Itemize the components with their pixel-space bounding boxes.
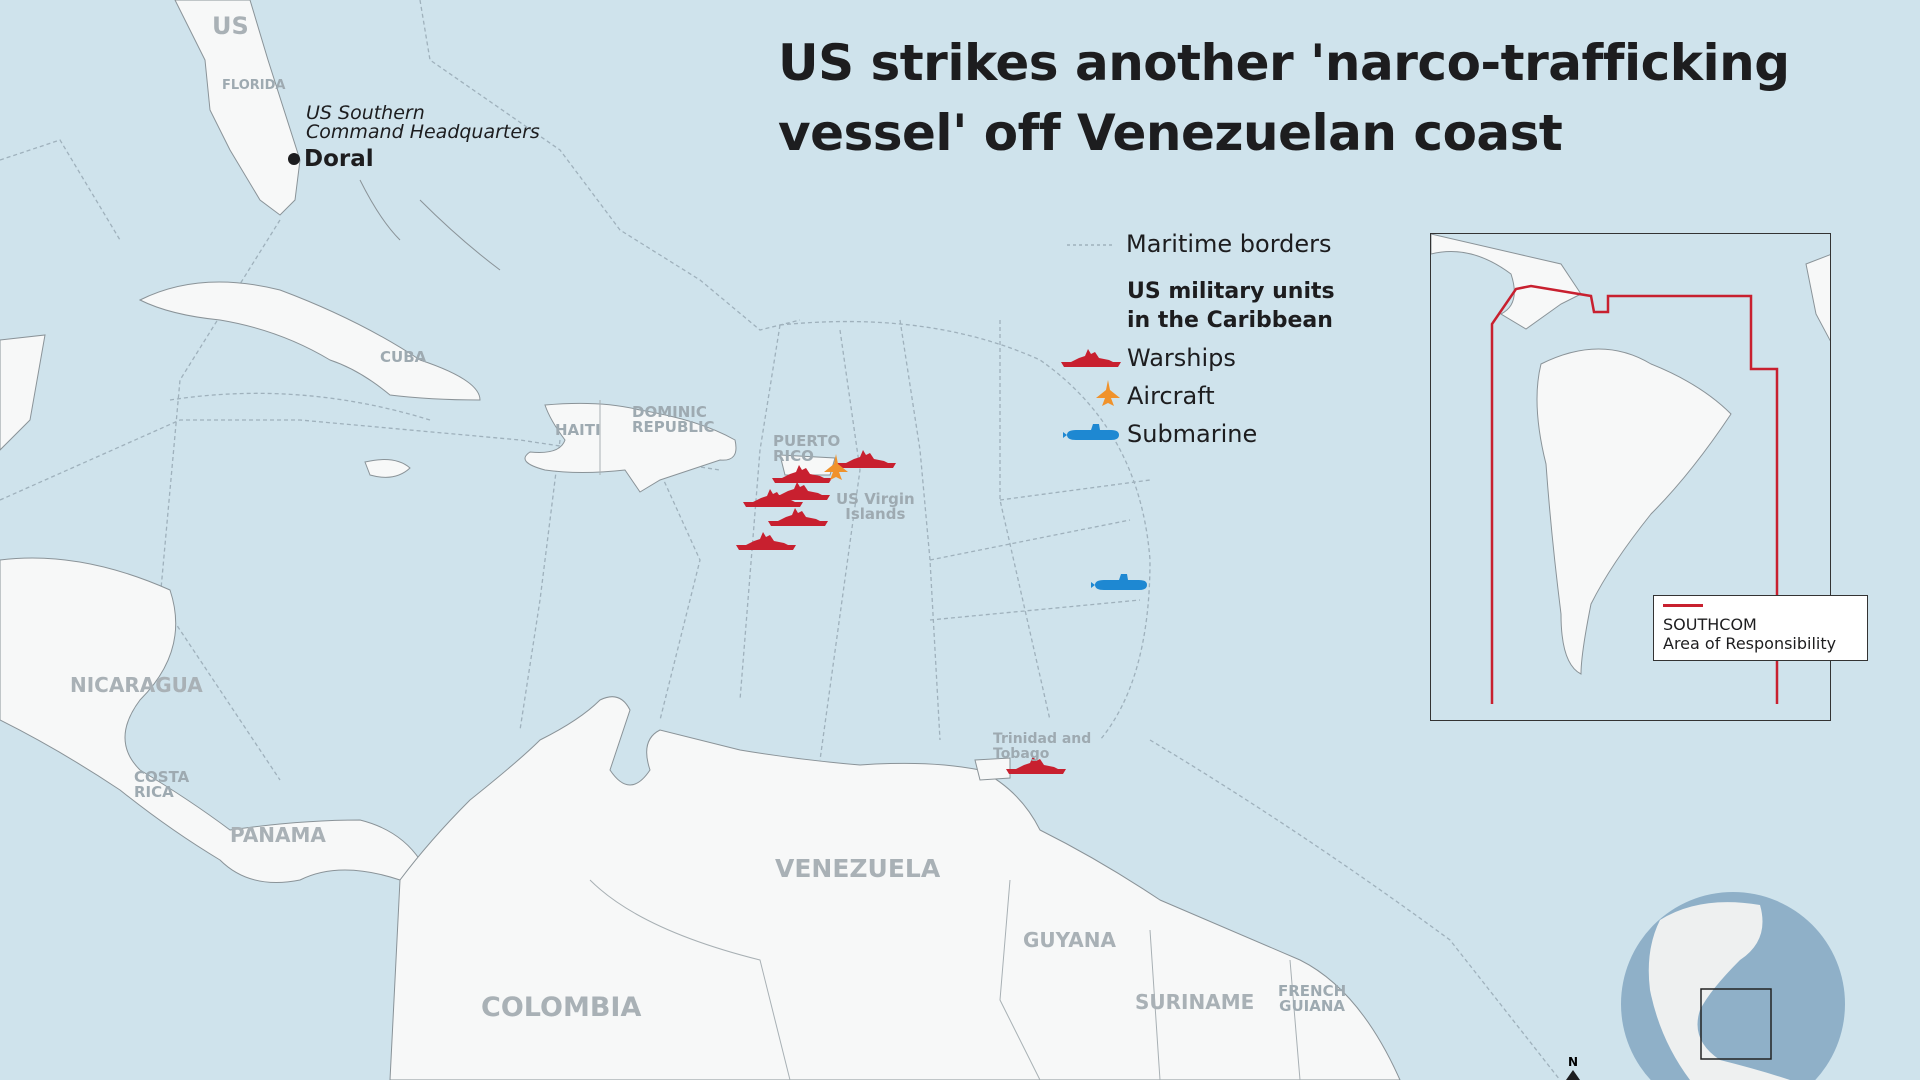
label-haiti: HAITI — [555, 421, 601, 439]
puerto-rico — [779, 454, 836, 476]
inset-legend-line: Area of Responsibility — [1663, 634, 1837, 653]
south-america — [389, 696, 1401, 1080]
label-us: US — [212, 12, 249, 40]
label-line: RICA — [134, 783, 174, 801]
label-line: GUIANA — [1279, 997, 1346, 1015]
inset-svg — [1431, 234, 1830, 704]
jamaica — [364, 459, 411, 478]
label-line: RICO — [773, 447, 814, 465]
legend-maritime-borders: Maritime borders — [1126, 230, 1332, 258]
submarines-layer — [1091, 574, 1147, 590]
globe — [1621, 892, 1845, 1080]
label-nicaragua: NICARAGUA — [70, 673, 203, 697]
label-puerto-rico: PUERTO RICO — [773, 434, 840, 464]
central-america — [0, 557, 421, 883]
aircraft-icon — [824, 454, 848, 480]
label-line: FRENCH — [1278, 982, 1347, 1000]
legend-heading-line: in the Caribbean — [1127, 308, 1333, 333]
hq-line: US Southern — [306, 102, 425, 124]
label-dominican-republic: DOMINIC REPUBLIC — [632, 405, 715, 435]
map-title: US strikes another 'narco-trafficking ve… — [778, 28, 1790, 168]
label-line: DOMINIC — [632, 403, 707, 421]
title-line-2: vessel' off Venezuelan coast — [778, 104, 1563, 162]
doral-label: Doral — [304, 146, 374, 172]
submarine-legend-icon — [1063, 424, 1119, 440]
doral-dot — [288, 153, 300, 165]
globe-extent-box — [1700, 988, 1772, 1060]
doral-marker — [288, 153, 300, 165]
hq-line: Command Headquarters — [306, 121, 540, 143]
legend-warships: Warships — [1127, 344, 1236, 372]
label-colombia: COLOMBIA — [481, 992, 642, 1023]
label-line: Tobago — [993, 746, 1050, 762]
aircraft-layer — [824, 454, 848, 480]
label-venezuela: VENEZUELA — [775, 854, 941, 883]
hq-label: US Southern Command Headquarters — [306, 104, 540, 142]
legend-heading-line: US military units — [1127, 279, 1335, 304]
inset-legend-line: SOUTHCOM — [1663, 615, 1757, 634]
yucatan — [0, 334, 46, 451]
warship-icon — [772, 465, 832, 483]
trinidad — [974, 757, 1011, 781]
legend-aircraft: Aircraft — [1127, 382, 1215, 410]
warships-layer — [736, 450, 1066, 774]
label-line: REPUBLIC — [632, 418, 715, 436]
label-line: Trinidad and — [993, 731, 1092, 747]
aircraft-legend-icon — [1096, 380, 1120, 406]
hispaniola — [524, 402, 737, 493]
label-guyana: GUYANA — [1023, 928, 1116, 952]
bahamas — [359, 179, 501, 271]
inset-legend: SOUTHCOM Area of Responsibility — [1653, 595, 1868, 661]
label-costa-rica: COSTA RICA — [134, 770, 189, 800]
legend-icons — [1061, 244, 1121, 440]
submarine-icon — [1091, 574, 1147, 590]
warship-legend-icon — [1061, 349, 1121, 367]
land — [0, 0, 1401, 1080]
north-arrow-label: N — [1568, 1055, 1579, 1069]
florida — [174, 0, 301, 216]
label-us-virgin-islands: US Virgin Islands — [836, 492, 915, 522]
title-line-1: US strikes another 'narco-trafficking — [778, 34, 1790, 92]
warship-icon — [736, 532, 796, 550]
label-line: PUERTO — [773, 432, 841, 450]
label-french-guiana: FRENCH GUIANA — [1278, 984, 1346, 1014]
label-panama: PANAMA — [230, 823, 326, 847]
cuba — [138, 281, 481, 401]
legend-heading: US military units in the Caribbean — [1127, 277, 1335, 335]
label-line: Islands — [845, 505, 906, 523]
label-line: COSTA — [134, 768, 190, 786]
label-florida: FLORIDA — [222, 78, 286, 93]
aor-legend-line — [1663, 604, 1703, 607]
aor-boundary — [1490, 284, 1779, 704]
legend-submarine: Submarine — [1127, 420, 1258, 448]
label-cuba: CUBA — [380, 348, 427, 366]
country-borders — [589, 400, 1301, 1080]
warship-icon — [836, 450, 896, 468]
warship-icon — [770, 482, 830, 500]
north-arrow — [1566, 1070, 1580, 1080]
warship-icon — [768, 508, 828, 526]
label-suriname: SURINAME — [1135, 990, 1255, 1014]
warship-icon — [1006, 756, 1066, 774]
label-line: US Virgin — [836, 490, 915, 508]
label-trinidad-tobago: Trinidad and Tobago — [993, 732, 1091, 762]
